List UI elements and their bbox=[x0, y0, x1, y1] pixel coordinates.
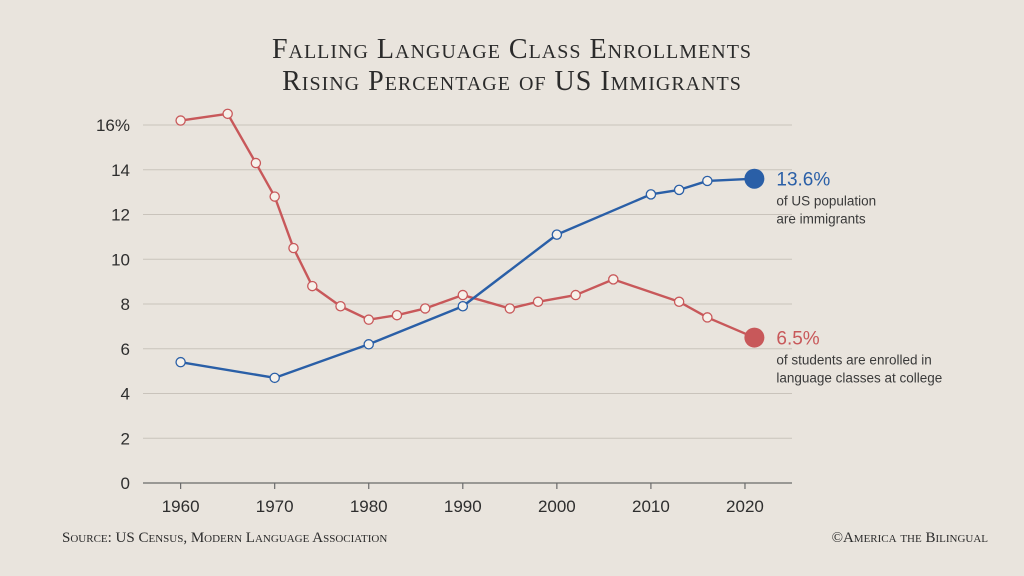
x-tick-label-2010: 2010 bbox=[632, 497, 670, 516]
immigrant-callout-line-1: of US population bbox=[776, 194, 876, 209]
enrollment-point-1968 bbox=[250, 157, 262, 169]
immigrant-point-2013 bbox=[673, 184, 685, 196]
enrollment-point-1980 bbox=[363, 314, 374, 325]
enrollment-point-1972 bbox=[288, 242, 299, 254]
immigrant-point-2010 bbox=[645, 189, 657, 200]
x-tick-label-1980: 1980 bbox=[350, 497, 388, 516]
enrollment-point-2021 bbox=[744, 327, 765, 348]
chart-title-line-1: Falling Language Class Enrollments bbox=[272, 34, 752, 65]
x-tick-label-1990: 1990 bbox=[444, 497, 482, 516]
enrollment-point-1960 bbox=[175, 115, 186, 126]
immigrant-point-2021 bbox=[744, 168, 765, 189]
enrollment-point-1995 bbox=[504, 303, 516, 314]
y-tick-label-10: 10 bbox=[111, 250, 130, 269]
enrollment-point-1990 bbox=[457, 289, 469, 301]
y-tick-label-8: 8 bbox=[121, 295, 130, 314]
y-tick-label-0: 0 bbox=[121, 474, 130, 493]
y-tick-label-2: 2 bbox=[121, 429, 130, 448]
enrollment-point-2006 bbox=[608, 274, 619, 285]
enrollment-point-1986 bbox=[419, 303, 431, 314]
enrollment-callout-line-1: of students are enrolled in bbox=[776, 353, 931, 368]
immigrant-point-1970 bbox=[269, 372, 280, 384]
enrollment-point-1965 bbox=[222, 108, 233, 120]
y-tick-label-14: 14 bbox=[111, 161, 130, 180]
enrollment-point-1970 bbox=[269, 191, 280, 202]
enrollment-point-1998 bbox=[532, 296, 544, 308]
enrollment-point-1983 bbox=[391, 309, 403, 321]
x-tick-label-2000: 2000 bbox=[538, 497, 576, 516]
enrollment-point-2016 bbox=[702, 312, 713, 323]
immigrant-point-1990 bbox=[457, 300, 469, 312]
immigrant-point-1980 bbox=[363, 339, 374, 350]
y-tick-label-12: 12 bbox=[111, 206, 130, 225]
y-tick-label-4: 4 bbox=[121, 385, 130, 404]
immigrant-point-2016 bbox=[702, 175, 713, 187]
y-tick-label-6: 6 bbox=[121, 340, 130, 359]
enrollment-point-1977 bbox=[335, 300, 346, 312]
immigrant-callout-value: 13.6% bbox=[776, 170, 830, 191]
enrollment-series-line bbox=[180, 112, 755, 339]
x-tick-label-1970: 1970 bbox=[256, 497, 294, 516]
enrollment-callout-value: 6.5% bbox=[776, 329, 819, 350]
immigrant-series-line bbox=[180, 177, 755, 380]
credit-note: ©America the Bilingual bbox=[832, 530, 989, 546]
x-tick-label-2020: 2020 bbox=[726, 497, 764, 516]
enrollment-point-2002 bbox=[570, 289, 581, 301]
chart-title-line-2: Rising Percentage of US Immigrants bbox=[282, 66, 742, 97]
enrollment-callout-line-2: language classes at college bbox=[776, 371, 942, 386]
immigrant-point-1960 bbox=[175, 356, 186, 368]
source-note: Source: US Census, Modern Language Assoc… bbox=[62, 530, 387, 546]
enrollment-point-2013 bbox=[673, 296, 685, 308]
y-tick-label-16: 16% bbox=[96, 116, 130, 135]
x-tick-label-1960: 1960 bbox=[162, 497, 200, 516]
enrollment-point-1974 bbox=[307, 280, 318, 292]
immigrant-callout-line-2: are immigrants bbox=[776, 212, 866, 227]
immigrant-point-2000 bbox=[551, 229, 563, 240]
